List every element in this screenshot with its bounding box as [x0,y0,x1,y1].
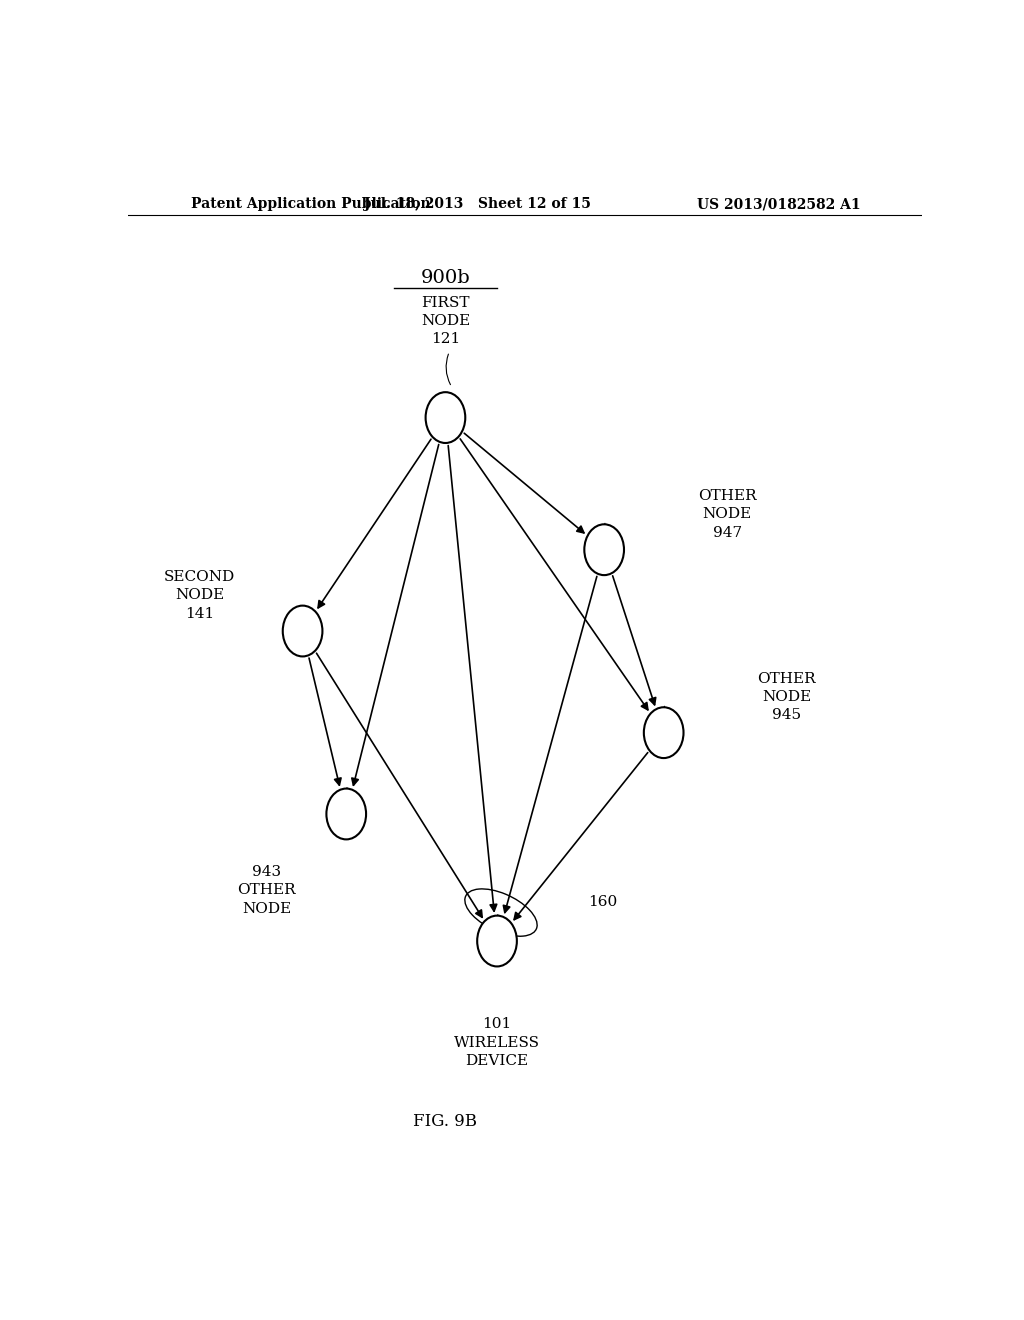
Text: FIRST
NODE
121: FIRST NODE 121 [421,296,470,346]
Text: 101
WIRELESS
DEVICE: 101 WIRELESS DEVICE [454,1018,540,1068]
Text: Patent Application Publication: Patent Application Publication [191,197,431,211]
Text: OTHER
NODE
947: OTHER NODE 947 [697,488,757,540]
Text: 943
OTHER
NODE: 943 OTHER NODE [238,865,296,916]
Text: SECOND
NODE
141: SECOND NODE 141 [164,570,236,620]
Circle shape [426,392,465,444]
Text: 900b: 900b [421,269,470,288]
Text: Jul. 18, 2013   Sheet 12 of 15: Jul. 18, 2013 Sheet 12 of 15 [364,197,591,211]
Text: FIG. 9B: FIG. 9B [414,1114,477,1130]
Circle shape [477,916,517,966]
Circle shape [283,606,323,656]
Text: OTHER
NODE
945: OTHER NODE 945 [758,672,816,722]
Circle shape [585,524,624,576]
Text: US 2013/0182582 A1: US 2013/0182582 A1 [697,197,860,211]
Circle shape [327,788,367,840]
Text: 160: 160 [588,895,617,909]
Circle shape [644,708,684,758]
